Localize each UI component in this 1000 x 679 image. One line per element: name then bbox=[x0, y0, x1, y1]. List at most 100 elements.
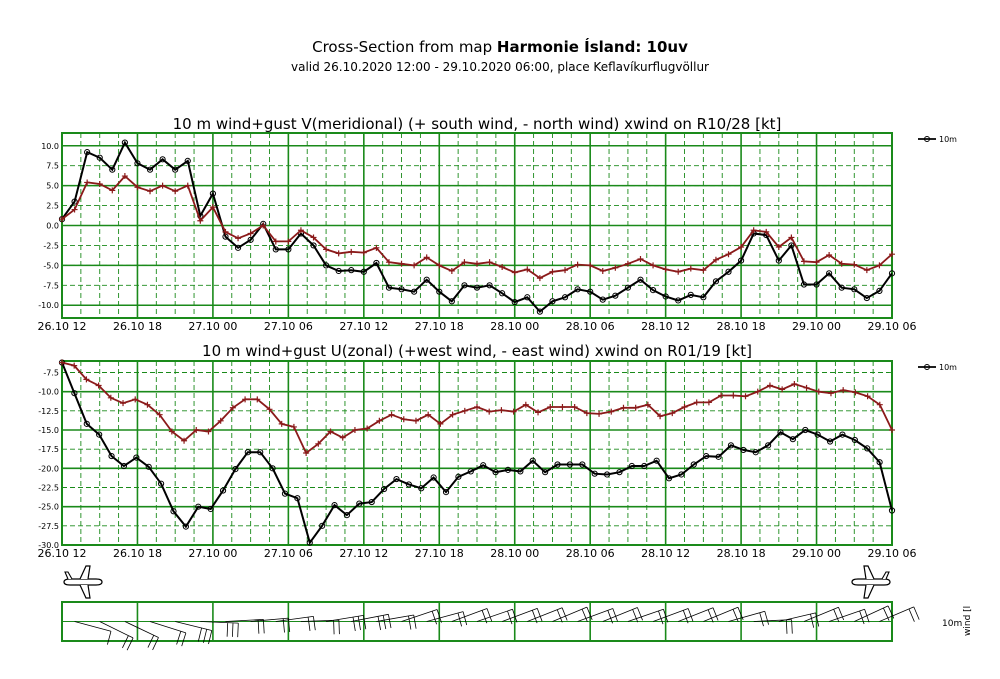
gust-point bbox=[388, 411, 395, 418]
mean-point bbox=[108, 452, 115, 460]
gust-point bbox=[889, 251, 895, 258]
x-tick-label: 26.10 18 bbox=[113, 547, 162, 560]
gust-point bbox=[596, 410, 603, 417]
mean-point bbox=[517, 468, 524, 475]
chart-header: Cross-Section from map Harmonie Ísland: … bbox=[0, 38, 1000, 74]
x-tick-label: 26.10 12 bbox=[38, 320, 87, 333]
mean-point bbox=[442, 489, 450, 496]
gust-point bbox=[681, 404, 688, 410]
wind-barb bbox=[225, 619, 265, 634]
mean-point bbox=[826, 270, 833, 277]
gust-point bbox=[107, 394, 114, 401]
wind-barb bbox=[74, 621, 112, 645]
x-tick-label: 28.10 18 bbox=[717, 547, 766, 560]
mean-point bbox=[665, 475, 673, 482]
gust-point bbox=[461, 407, 468, 414]
mean-point bbox=[393, 475, 400, 483]
mean-point bbox=[121, 139, 128, 146]
chart-title: 10 m wind+gust U(zonal) (+west wind, - e… bbox=[202, 342, 752, 360]
mean-point bbox=[348, 267, 355, 274]
mean-point bbox=[368, 498, 375, 506]
x-tick-label: 28.10 18 bbox=[717, 320, 766, 333]
mean-point bbox=[182, 523, 189, 530]
mean-point bbox=[703, 452, 710, 460]
gust-point bbox=[788, 234, 795, 241]
gust-point bbox=[197, 217, 204, 224]
wind-barb bbox=[300, 619, 340, 635]
mean-point bbox=[356, 500, 363, 507]
gust-point bbox=[547, 404, 554, 410]
x-tick-label: 29.10 06 bbox=[868, 547, 917, 560]
gust-point bbox=[95, 382, 102, 389]
gust-point bbox=[712, 256, 719, 263]
mean-point bbox=[492, 469, 499, 476]
y-tick-label: 10.0 bbox=[41, 142, 59, 151]
gust-point bbox=[644, 401, 651, 408]
mean-point bbox=[272, 246, 279, 253]
legend-label: 10m bbox=[939, 135, 957, 144]
x-tick-label: 27.10 18 bbox=[415, 320, 464, 333]
wind-barb bbox=[376, 614, 417, 630]
wind-barb bbox=[527, 607, 568, 623]
gust-point bbox=[385, 259, 392, 266]
mean-point bbox=[84, 149, 91, 156]
gust-point bbox=[132, 396, 139, 403]
gust-point bbox=[335, 250, 342, 257]
mean-point bbox=[653, 457, 660, 464]
gust-point bbox=[327, 428, 334, 435]
x-tick-label: 27.10 12 bbox=[339, 547, 388, 560]
wind-barb bbox=[652, 608, 694, 624]
gust-point bbox=[750, 227, 757, 234]
mean-point bbox=[678, 471, 685, 478]
wind-barb bbox=[351, 613, 392, 631]
mean-point bbox=[455, 473, 462, 480]
mean-point bbox=[257, 449, 264, 456]
mean-point bbox=[687, 291, 694, 298]
gust-point bbox=[587, 262, 594, 269]
x-tick-label: 28.10 06 bbox=[566, 547, 615, 560]
mean-point bbox=[838, 284, 845, 291]
strip-label-wind: wind [l bbox=[963, 606, 973, 636]
strip-frame bbox=[61, 601, 893, 642]
gust-point bbox=[889, 427, 895, 433]
mean-point bbox=[737, 257, 745, 264]
legend-label: 10m bbox=[939, 363, 957, 372]
gust-point bbox=[549, 268, 556, 275]
gust-point bbox=[217, 417, 224, 424]
gust-point bbox=[168, 428, 175, 435]
gust-point bbox=[827, 390, 834, 397]
mean-point bbox=[219, 487, 227, 494]
wind-barb bbox=[678, 607, 719, 623]
mean-point bbox=[599, 296, 606, 303]
wind-barb bbox=[175, 621, 213, 645]
mean-point bbox=[146, 166, 154, 173]
zonal-chart: 10 m wind+gust U(zonal) (+west wind, - e… bbox=[38, 342, 958, 560]
wind-barb bbox=[200, 621, 239, 638]
gust-point bbox=[763, 228, 770, 235]
gust-point bbox=[599, 267, 606, 274]
gust-point bbox=[840, 387, 847, 394]
gust-point bbox=[247, 230, 254, 237]
mean-point bbox=[813, 281, 820, 288]
mean-point bbox=[310, 242, 317, 249]
gust-point bbox=[254, 396, 261, 403]
gust-point bbox=[687, 265, 694, 272]
gust-point bbox=[423, 254, 430, 261]
y-tick-label: -5.0 bbox=[43, 261, 59, 270]
wind-barb bbox=[451, 608, 493, 624]
airplane-fuselage bbox=[63, 578, 103, 586]
gust-point bbox=[373, 244, 380, 251]
wind-barb bbox=[627, 608, 669, 625]
y-tick-label: -10.0 bbox=[38, 301, 59, 310]
gust-point bbox=[285, 238, 292, 245]
gust-point bbox=[437, 420, 444, 427]
gust-point bbox=[876, 262, 883, 269]
x-tick-label: 27.10 00 bbox=[188, 547, 237, 560]
wind-barb bbox=[250, 617, 291, 633]
gust-point bbox=[705, 399, 712, 406]
wind-barb bbox=[854, 605, 895, 622]
mean-point bbox=[649, 286, 657, 294]
gust-point bbox=[693, 399, 700, 406]
mean-point bbox=[712, 278, 720, 285]
